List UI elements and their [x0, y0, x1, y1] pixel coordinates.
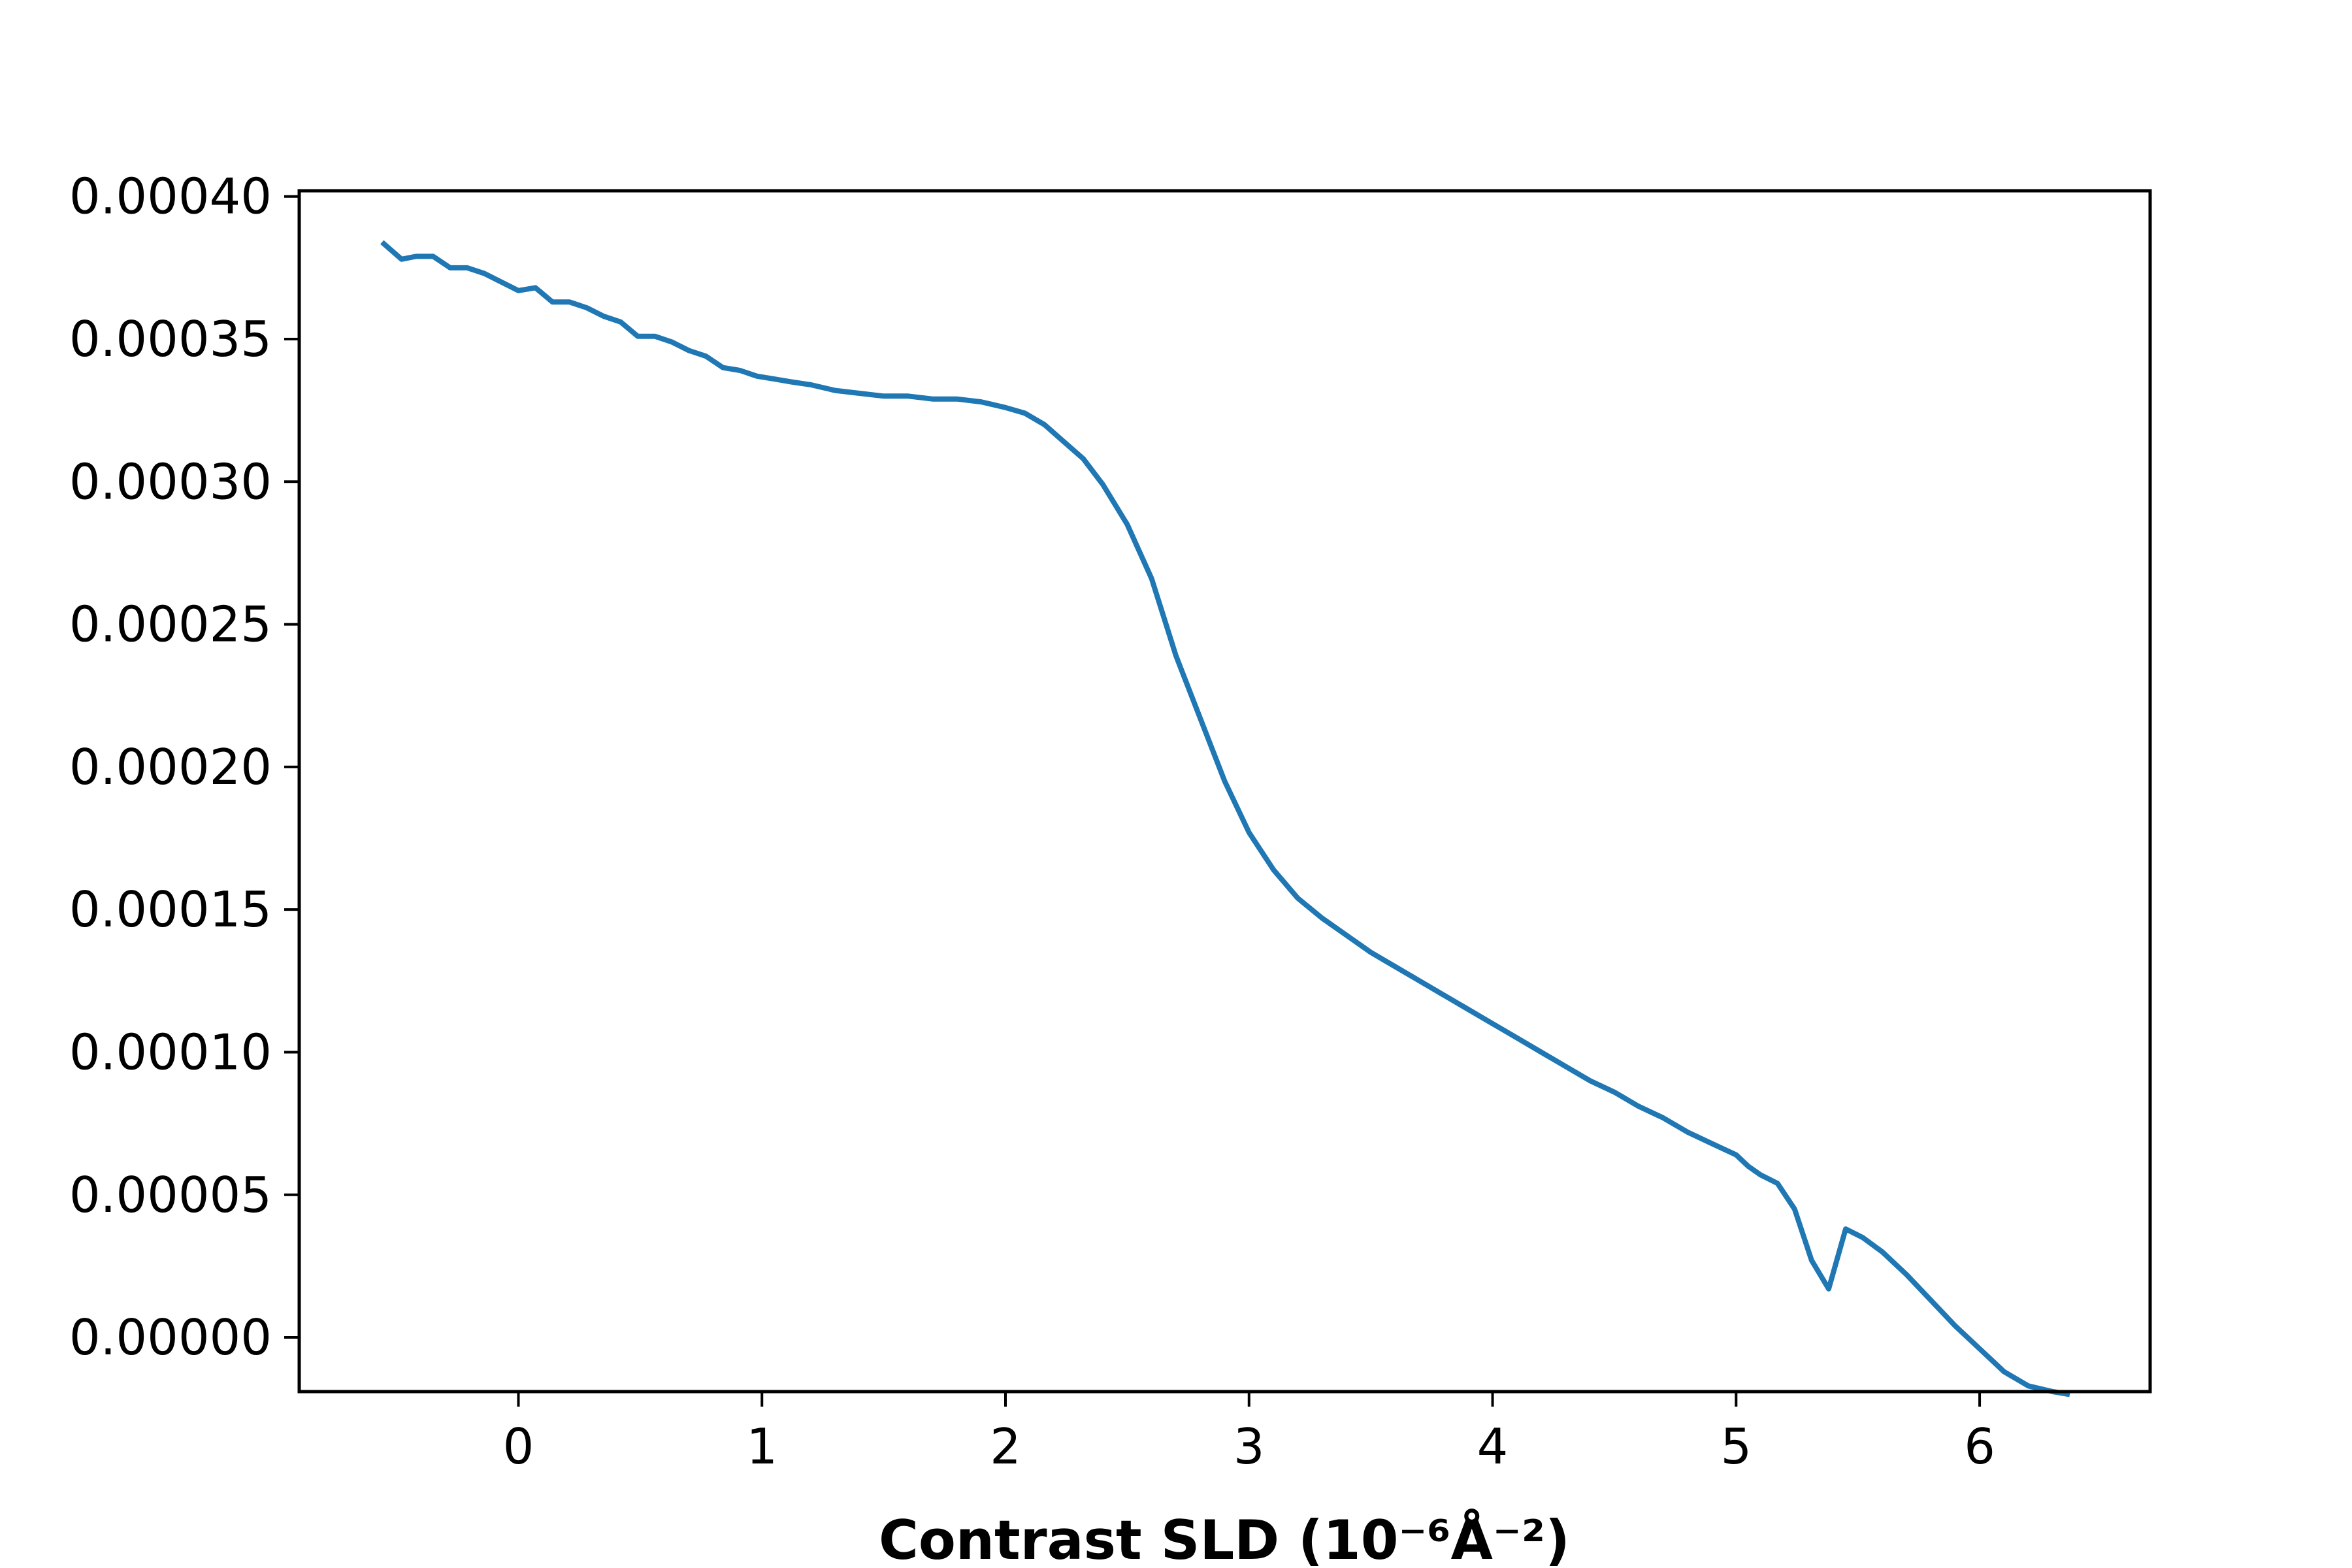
y-tick-label: 0.00040: [69, 168, 272, 225]
x-tick-label: 5: [1720, 1418, 1752, 1475]
y-tick-label: 0.00020: [69, 738, 272, 796]
y-tick-label: 0.00015: [69, 881, 272, 938]
plot-frame: [297, 189, 2152, 1394]
y-tick-label: 0.00030: [69, 453, 272, 510]
axis-ticks: 0 1 2 3 4 5 6 0.00000 0.00005 0.00010 0.00015 0.000…: [69, 168, 1995, 1475]
x-tick-label: 3: [1233, 1418, 1265, 1475]
y-tick-label: 0.00005: [69, 1166, 272, 1224]
y-tick-label: 0.00025: [69, 596, 272, 653]
x-tick-label: 1: [746, 1418, 777, 1475]
x-tick-label: 0: [503, 1418, 534, 1475]
x-tick-label: 4: [1477, 1418, 1509, 1475]
x-tick-label: 2: [990, 1418, 1021, 1475]
plot-lines: [380, 240, 2070, 1397]
y-tick-label: 0.00010: [69, 1023, 272, 1081]
y-tick-label: 0.00000: [69, 1309, 272, 1366]
series-line: [380, 240, 2070, 1397]
x-axis-label: Contrast SLD (10⁻⁶Å⁻²): [879, 1508, 1570, 1568]
x-tick-label: 6: [1964, 1418, 1995, 1475]
y-tick-label: 0.00035: [69, 310, 272, 368]
